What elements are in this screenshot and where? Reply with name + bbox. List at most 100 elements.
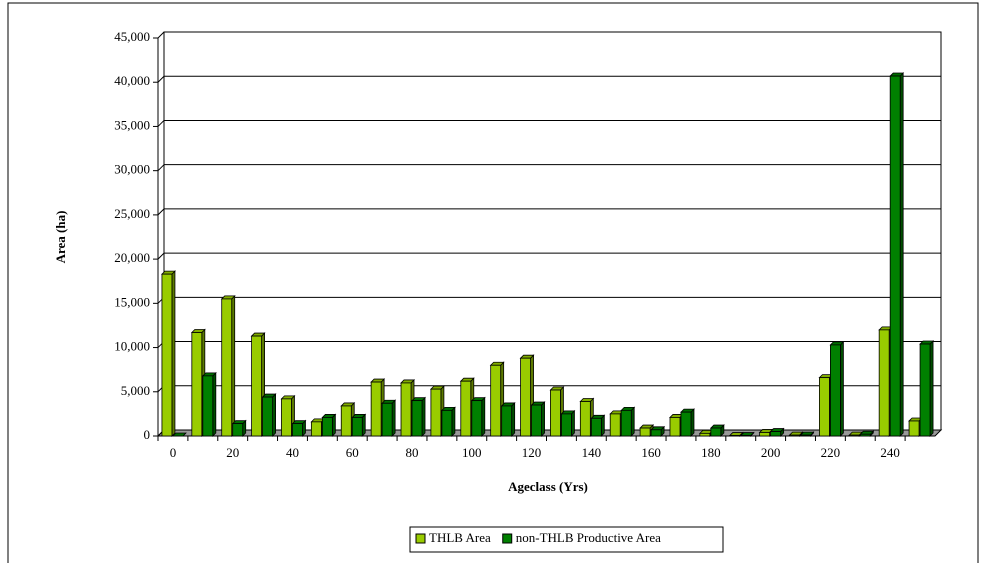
bar bbox=[819, 377, 830, 437]
bar-group bbox=[160, 270, 176, 437]
bar-group bbox=[859, 430, 875, 437]
bar bbox=[699, 432, 711, 437]
bar bbox=[292, 423, 303, 437]
bar-side bbox=[899, 72, 904, 437]
bar-group bbox=[769, 427, 785, 437]
x-tick-label: 120 bbox=[522, 445, 542, 460]
bar-group bbox=[889, 72, 905, 437]
bar-group bbox=[381, 399, 397, 437]
bar bbox=[501, 405, 513, 437]
bar-group bbox=[709, 424, 725, 437]
bar-group bbox=[261, 393, 277, 437]
bar bbox=[281, 398, 292, 437]
y-tick-label: 15,000 bbox=[114, 294, 150, 309]
bar bbox=[830, 344, 841, 437]
bar bbox=[710, 427, 722, 437]
legend-box bbox=[409, 526, 724, 553]
grid-diag bbox=[157, 31, 165, 39]
bar bbox=[430, 388, 442, 437]
bar bbox=[669, 417, 681, 437]
bar bbox=[340, 405, 352, 437]
x-tick-label: 180 bbox=[701, 445, 721, 460]
bar bbox=[460, 380, 472, 437]
x-tick-label: 220 bbox=[821, 445, 841, 460]
y-tick-label: 35,000 bbox=[114, 117, 150, 132]
x-tick-label: 160 bbox=[641, 445, 661, 460]
x-tick-label: 60 bbox=[346, 445, 359, 460]
bar bbox=[800, 434, 811, 437]
bar-group bbox=[201, 371, 217, 437]
bar-side bbox=[541, 401, 545, 437]
bar bbox=[411, 400, 423, 437]
bar-side bbox=[571, 409, 575, 437]
bar-group bbox=[620, 406, 636, 437]
grid-diag bbox=[157, 252, 165, 260]
bar-group bbox=[411, 396, 426, 437]
x-tick-label: 140 bbox=[582, 445, 602, 460]
bar-group bbox=[231, 419, 247, 437]
bar bbox=[889, 75, 901, 437]
bar-side bbox=[511, 401, 516, 437]
bar-group bbox=[321, 413, 337, 437]
legend-label: THLB Area bbox=[429, 530, 491, 545]
bar-group bbox=[739, 431, 755, 437]
bar-side bbox=[391, 399, 396, 437]
bar bbox=[520, 357, 531, 437]
bar-side bbox=[171, 270, 176, 437]
bar bbox=[381, 402, 393, 437]
bar-group bbox=[919, 340, 935, 437]
y-tick-label: 30,000 bbox=[114, 162, 150, 177]
chart-frame bbox=[7, 2, 979, 563]
bar-side bbox=[481, 396, 486, 437]
bar bbox=[471, 400, 483, 437]
bar bbox=[859, 433, 871, 437]
bar bbox=[650, 429, 662, 437]
bar bbox=[908, 420, 920, 437]
bar-group bbox=[291, 419, 307, 437]
legend-label: non-THLB Productive Area bbox=[516, 530, 661, 545]
bar-side bbox=[630, 406, 635, 437]
grid-diag bbox=[157, 164, 165, 172]
bar-group bbox=[788, 431, 804, 437]
bar bbox=[579, 401, 591, 437]
bar-side bbox=[929, 340, 934, 437]
y-tick-label: 10,000 bbox=[114, 339, 150, 354]
bar bbox=[262, 396, 273, 437]
bar-side bbox=[840, 340, 844, 437]
bar bbox=[202, 375, 214, 437]
grid-diag bbox=[157, 120, 165, 127]
x-tick-label: 40 bbox=[286, 445, 299, 460]
bar bbox=[441, 409, 453, 437]
bar-group bbox=[530, 401, 546, 437]
y-tick-label: 25,000 bbox=[114, 206, 150, 221]
bar bbox=[770, 431, 782, 437]
bar-group bbox=[560, 409, 576, 437]
bar bbox=[561, 413, 572, 437]
bar-group bbox=[590, 414, 606, 437]
bar-group bbox=[171, 432, 187, 437]
bar-side bbox=[421, 396, 426, 437]
bar bbox=[680, 411, 692, 437]
x-tick-label: 100 bbox=[462, 445, 482, 460]
bar bbox=[878, 329, 890, 437]
bar-group bbox=[220, 294, 236, 437]
bar bbox=[759, 432, 771, 437]
legend-swatch bbox=[502, 533, 513, 544]
y-tick-label: 20,000 bbox=[114, 250, 150, 265]
x-tick-label: 0 bbox=[170, 445, 177, 460]
y-tick-label: 40,000 bbox=[114, 73, 150, 88]
x-tick-label: 80 bbox=[406, 445, 419, 460]
bar-group bbox=[470, 396, 486, 437]
bar bbox=[590, 417, 602, 437]
bar bbox=[351, 417, 363, 437]
bar bbox=[321, 417, 333, 437]
bar bbox=[232, 423, 244, 437]
bar bbox=[531, 404, 542, 437]
x-tick-label: 20 bbox=[226, 445, 239, 460]
bar bbox=[191, 332, 203, 437]
bar-group bbox=[351, 413, 367, 437]
legend-swatch bbox=[415, 533, 426, 544]
bar-group bbox=[799, 431, 815, 437]
y-tick-label: 0 bbox=[144, 427, 151, 442]
bar-top bbox=[171, 432, 187, 437]
